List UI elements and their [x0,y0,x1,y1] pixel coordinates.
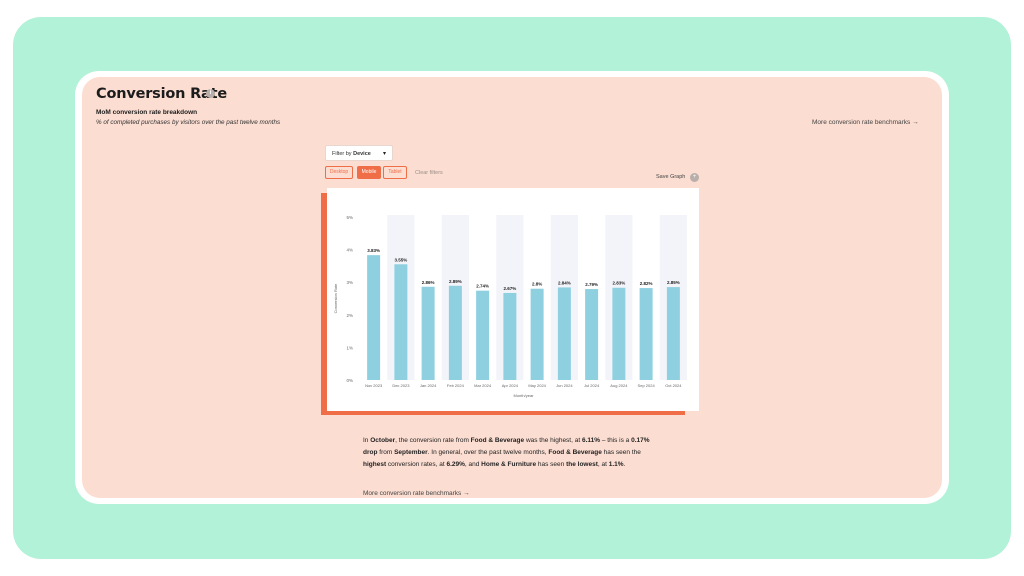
bar-value-label: 2.79% [585,282,598,287]
bar [421,286,435,380]
x-tick-label: Jan 2024 [420,383,437,388]
y-tick-label: 5% [346,215,353,220]
y-axis-label: Conversion Rate [333,283,338,314]
y-tick-label: 3% [346,280,353,285]
chip-mobile[interactable]: Mobile [357,166,381,179]
bar [448,285,462,380]
bar-value-label: 2.83% [612,281,625,286]
y-tick-label: 4% [346,248,353,253]
benchmarks-link-bottom[interactable]: More conversion rate benchmarks → [363,490,470,497]
bar-value-label: 2.74% [476,284,489,289]
x-tick-label: Sep 2024 [638,383,656,388]
section-description: % of completed purchases by visitors ove… [96,119,281,126]
clear-filters-button[interactable]: Clear filters [415,170,443,176]
bar-value-label: 2.84% [558,280,571,285]
bar [476,290,490,380]
section-subtitle: MoM conversion rate breakdown [96,109,198,116]
x-axis-label: Month/year [513,393,534,398]
bar-value-label: 3.83% [367,248,380,253]
bar-value-label: 2.86% [422,280,435,285]
filter-value: Device [353,151,371,157]
save-graph-button[interactable]: Save Graph [656,174,686,180]
x-tick-label: Mar 2024 [474,383,492,388]
bar-value-label: 2.85% [667,280,680,285]
bar-value-label: 3.55% [394,257,407,262]
chip-tablet[interactable]: Tablet [383,166,407,179]
chip-desktop[interactable]: Desktop [325,166,353,179]
bar [639,288,653,380]
bar-chart: 0% 1% 2% 3% 4% 5% Conversion Rate 3.83% Nov 2023… [333,215,687,398]
bar [666,287,680,380]
plus-icon[interactable]: + [690,173,699,182]
summary-paragraph: In October, the conversion rate from Foo… [363,437,650,468]
bar [557,287,571,380]
chevron-down-icon: ▾ [382,151,386,157]
info-icon[interactable]: i [206,89,215,98]
filter-dropdown[interactable]: Filter by Device ▾ [325,145,393,161]
bar-value-label: 2.8% [532,282,542,287]
bar [394,264,408,380]
bar [612,287,626,380]
bar [530,288,544,380]
bar [585,289,599,380]
chart-panel: 0% 1% 2% 3% 4% 5% Conversion Rate 3.83% Nov 2023… [327,188,699,411]
y-tick-label: 1% [346,345,353,350]
bar [367,255,381,380]
benchmarks-link-top[interactable]: More conversion rate benchmarks → [812,119,919,126]
page-title: Conversion Rate [96,86,228,102]
x-tick-label: Oct 2024 [665,383,682,388]
x-tick-label: Dec 2023 [392,383,410,388]
bar-value-label: 2.89% [449,279,462,284]
x-tick-label: Jun 2024 [556,383,573,388]
filter-prefix: Filter by [332,151,352,157]
bar [503,292,517,380]
bar-value-label: 2.67% [503,286,516,291]
x-tick-label: May 2024 [528,383,546,388]
x-tick-label: Apr 2024 [502,383,519,388]
x-tick-label: Feb 2024 [447,383,465,388]
y-tick-label: 0% [346,378,353,383]
x-tick-label: Aug 2024 [610,383,628,388]
x-tick-label: Jul 2024 [584,383,600,388]
x-tick-label: Nov 2023 [365,383,383,388]
bar-value-label: 2.82% [640,281,653,286]
y-tick-label: 2% [346,313,353,318]
